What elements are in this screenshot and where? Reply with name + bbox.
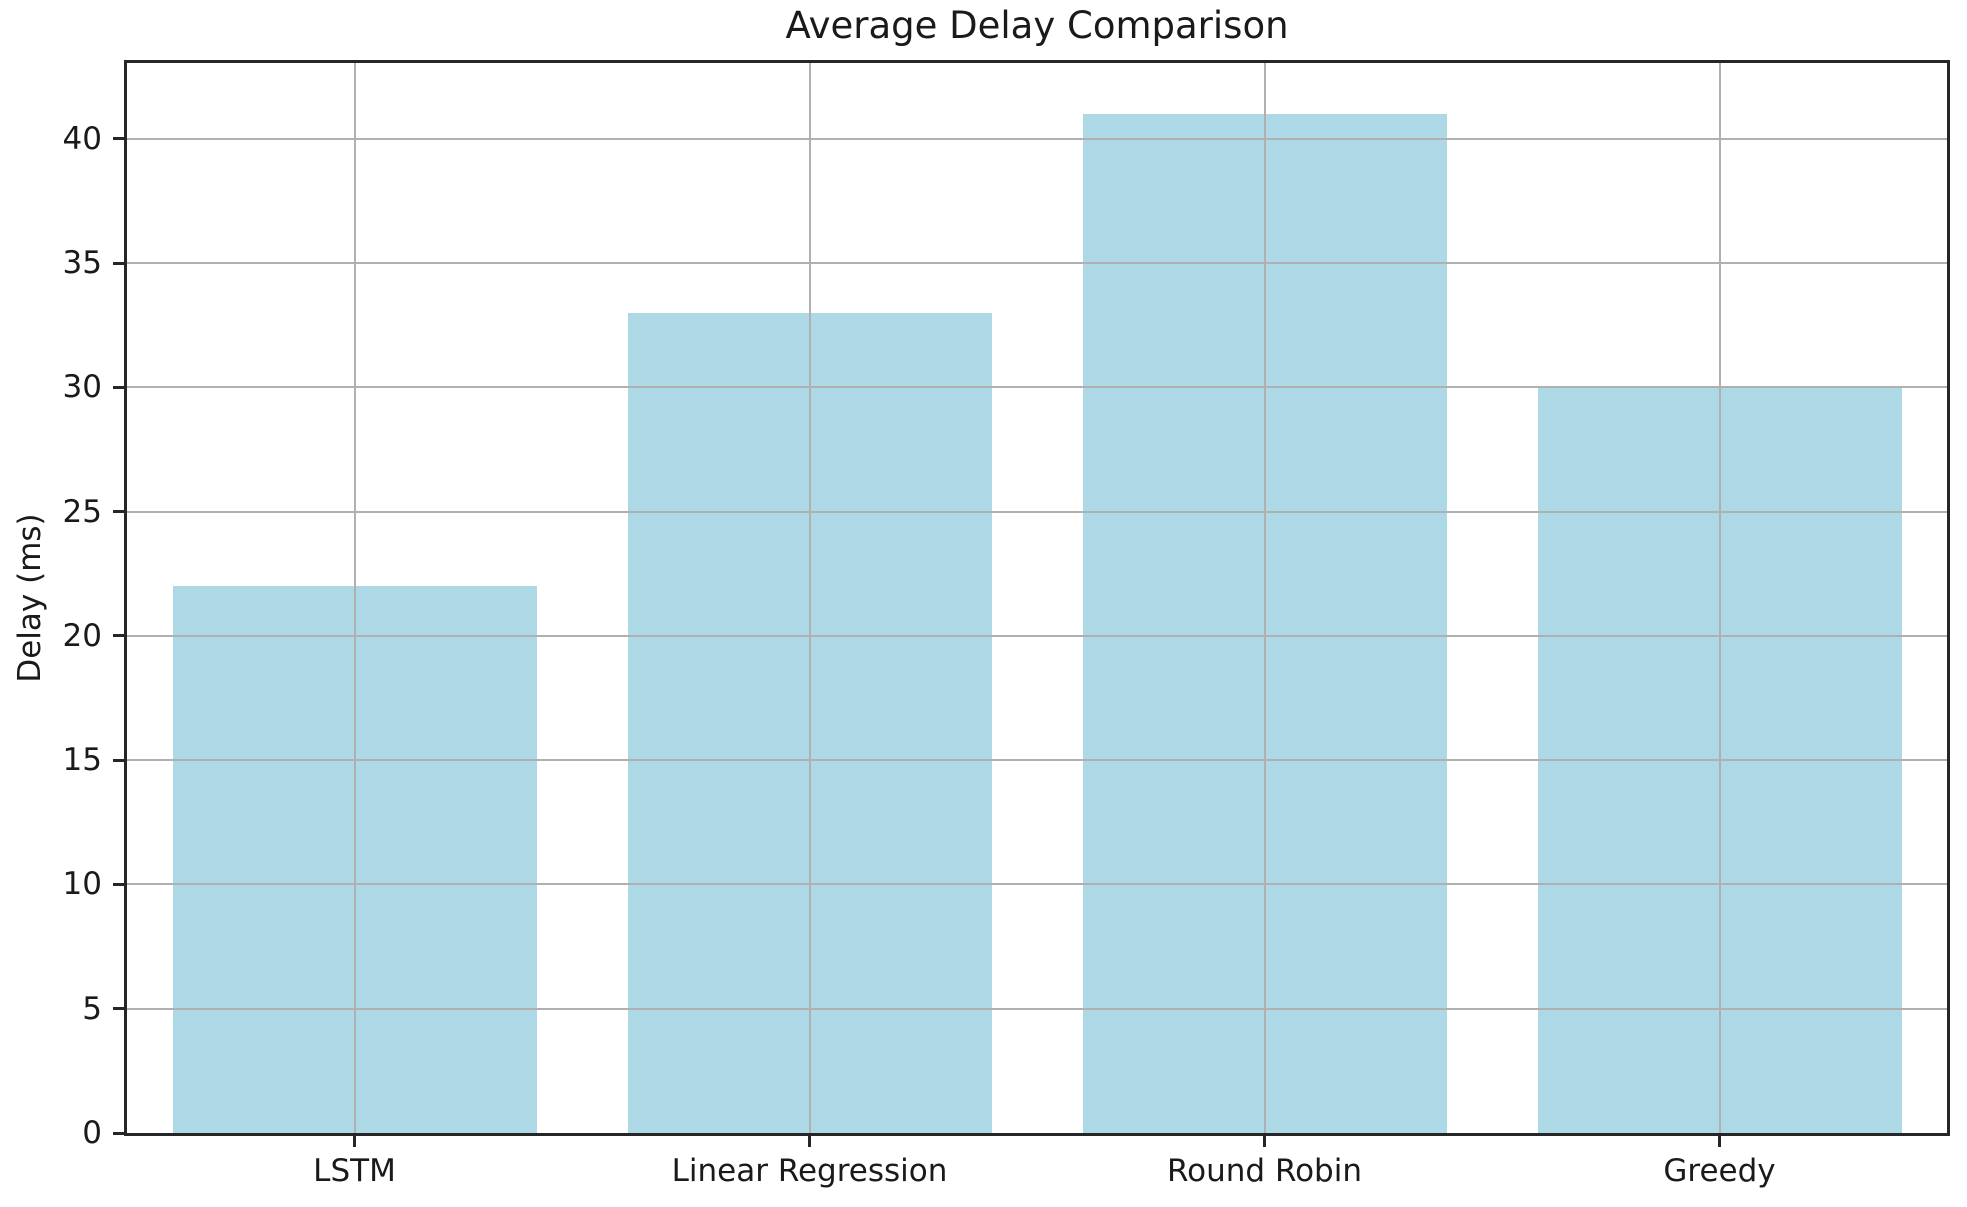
- y-tick-label: 10: [62, 866, 102, 903]
- y-tick-mark: [113, 882, 124, 886]
- y-tick-label: 30: [62, 369, 102, 406]
- y-axis-label: Delay (ms): [12, 513, 48, 683]
- x-tick-mark: [1263, 1136, 1266, 1147]
- x-gridline: [1718, 63, 1721, 1133]
- y-tick-mark: [113, 1131, 124, 1135]
- y-gridline: [127, 1007, 1947, 1010]
- y-tick-mark: [113, 137, 124, 141]
- plot-area: 0 5 10 15 20 25 30 35 40 LSTM Linear Regression Rou…: [63, 60, 1950, 1189]
- y-gridline: [127, 262, 1947, 265]
- x-gridline: [808, 63, 811, 1133]
- y-tick-mark: [113, 510, 124, 514]
- y-tick-mark: [113, 385, 124, 389]
- y-tick-label: 0: [82, 1115, 102, 1151]
- x-gridline: [353, 63, 356, 1133]
- y-tick-label: 35: [62, 245, 102, 282]
- y-tick-mark: [113, 634, 124, 638]
- x-tick-mark: [808, 1136, 811, 1147]
- chart-title: Average Delay Comparison: [785, 4, 1289, 47]
- y-tick-label: 5: [82, 990, 102, 1027]
- y-gridline: [127, 883, 1947, 886]
- x-tick-mark: [353, 1136, 356, 1147]
- y-tick-mark: [113, 758, 124, 762]
- y-gridline: [127, 634, 1947, 637]
- y-tick-mark: [113, 1007, 124, 1011]
- x-tick-mark: [1718, 1136, 1721, 1147]
- y-tick-label: 25: [62, 493, 102, 530]
- x-tick-label-round-robin: Round Robin: [1167, 1153, 1362, 1189]
- y-gridline: [127, 759, 1947, 762]
- y-tick-mark: [113, 261, 124, 265]
- x-tick-label-linear-regression: Linear Regression: [671, 1153, 948, 1189]
- y-gridline: [127, 386, 1947, 389]
- x-tick-label-greedy: Greedy: [1663, 1153, 1776, 1189]
- y-tick-label: 20: [62, 617, 102, 654]
- x-gridline: [1263, 63, 1266, 1133]
- y-tick-label: 40: [62, 120, 102, 157]
- y-gridline: [127, 510, 1947, 513]
- y-tick-label: 15: [62, 742, 102, 779]
- y-gridline: [127, 137, 1947, 140]
- x-tick-label-lstm: LSTM: [313, 1153, 396, 1189]
